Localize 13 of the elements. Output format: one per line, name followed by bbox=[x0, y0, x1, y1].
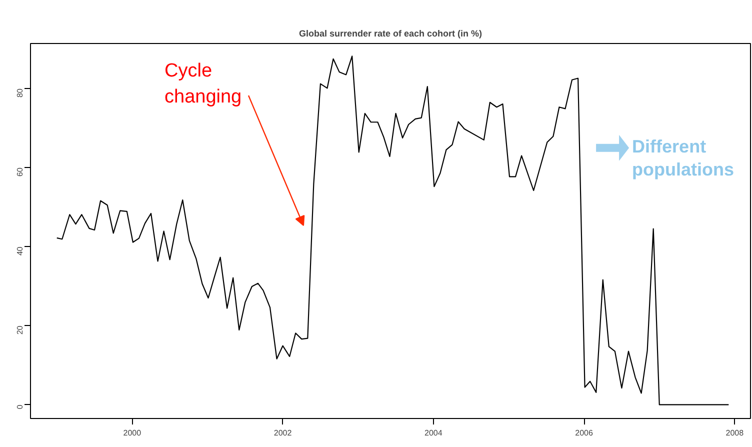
y-tick-label: 0 bbox=[16, 404, 24, 410]
x-tick-label: 2000 bbox=[123, 428, 142, 438]
annotation: Different populations bbox=[632, 136, 734, 180]
y-tick-label: 80 bbox=[16, 88, 24, 98]
chart-title: Global surrender rate of each cohort (in %) bbox=[298, 28, 482, 38]
y-tick-label: 20 bbox=[16, 325, 24, 335]
x-tick-label: 2004 bbox=[424, 428, 443, 438]
y-tick-label: 60 bbox=[16, 167, 24, 176]
x-tick-label: 2006 bbox=[575, 428, 594, 438]
annotation: Cycle changing bbox=[164, 60, 242, 108]
x-tick-label: 2002 bbox=[274, 428, 292, 438]
x-tick-label: 2008 bbox=[726, 428, 744, 438]
y-tick-label: 40 bbox=[16, 246, 24, 256]
